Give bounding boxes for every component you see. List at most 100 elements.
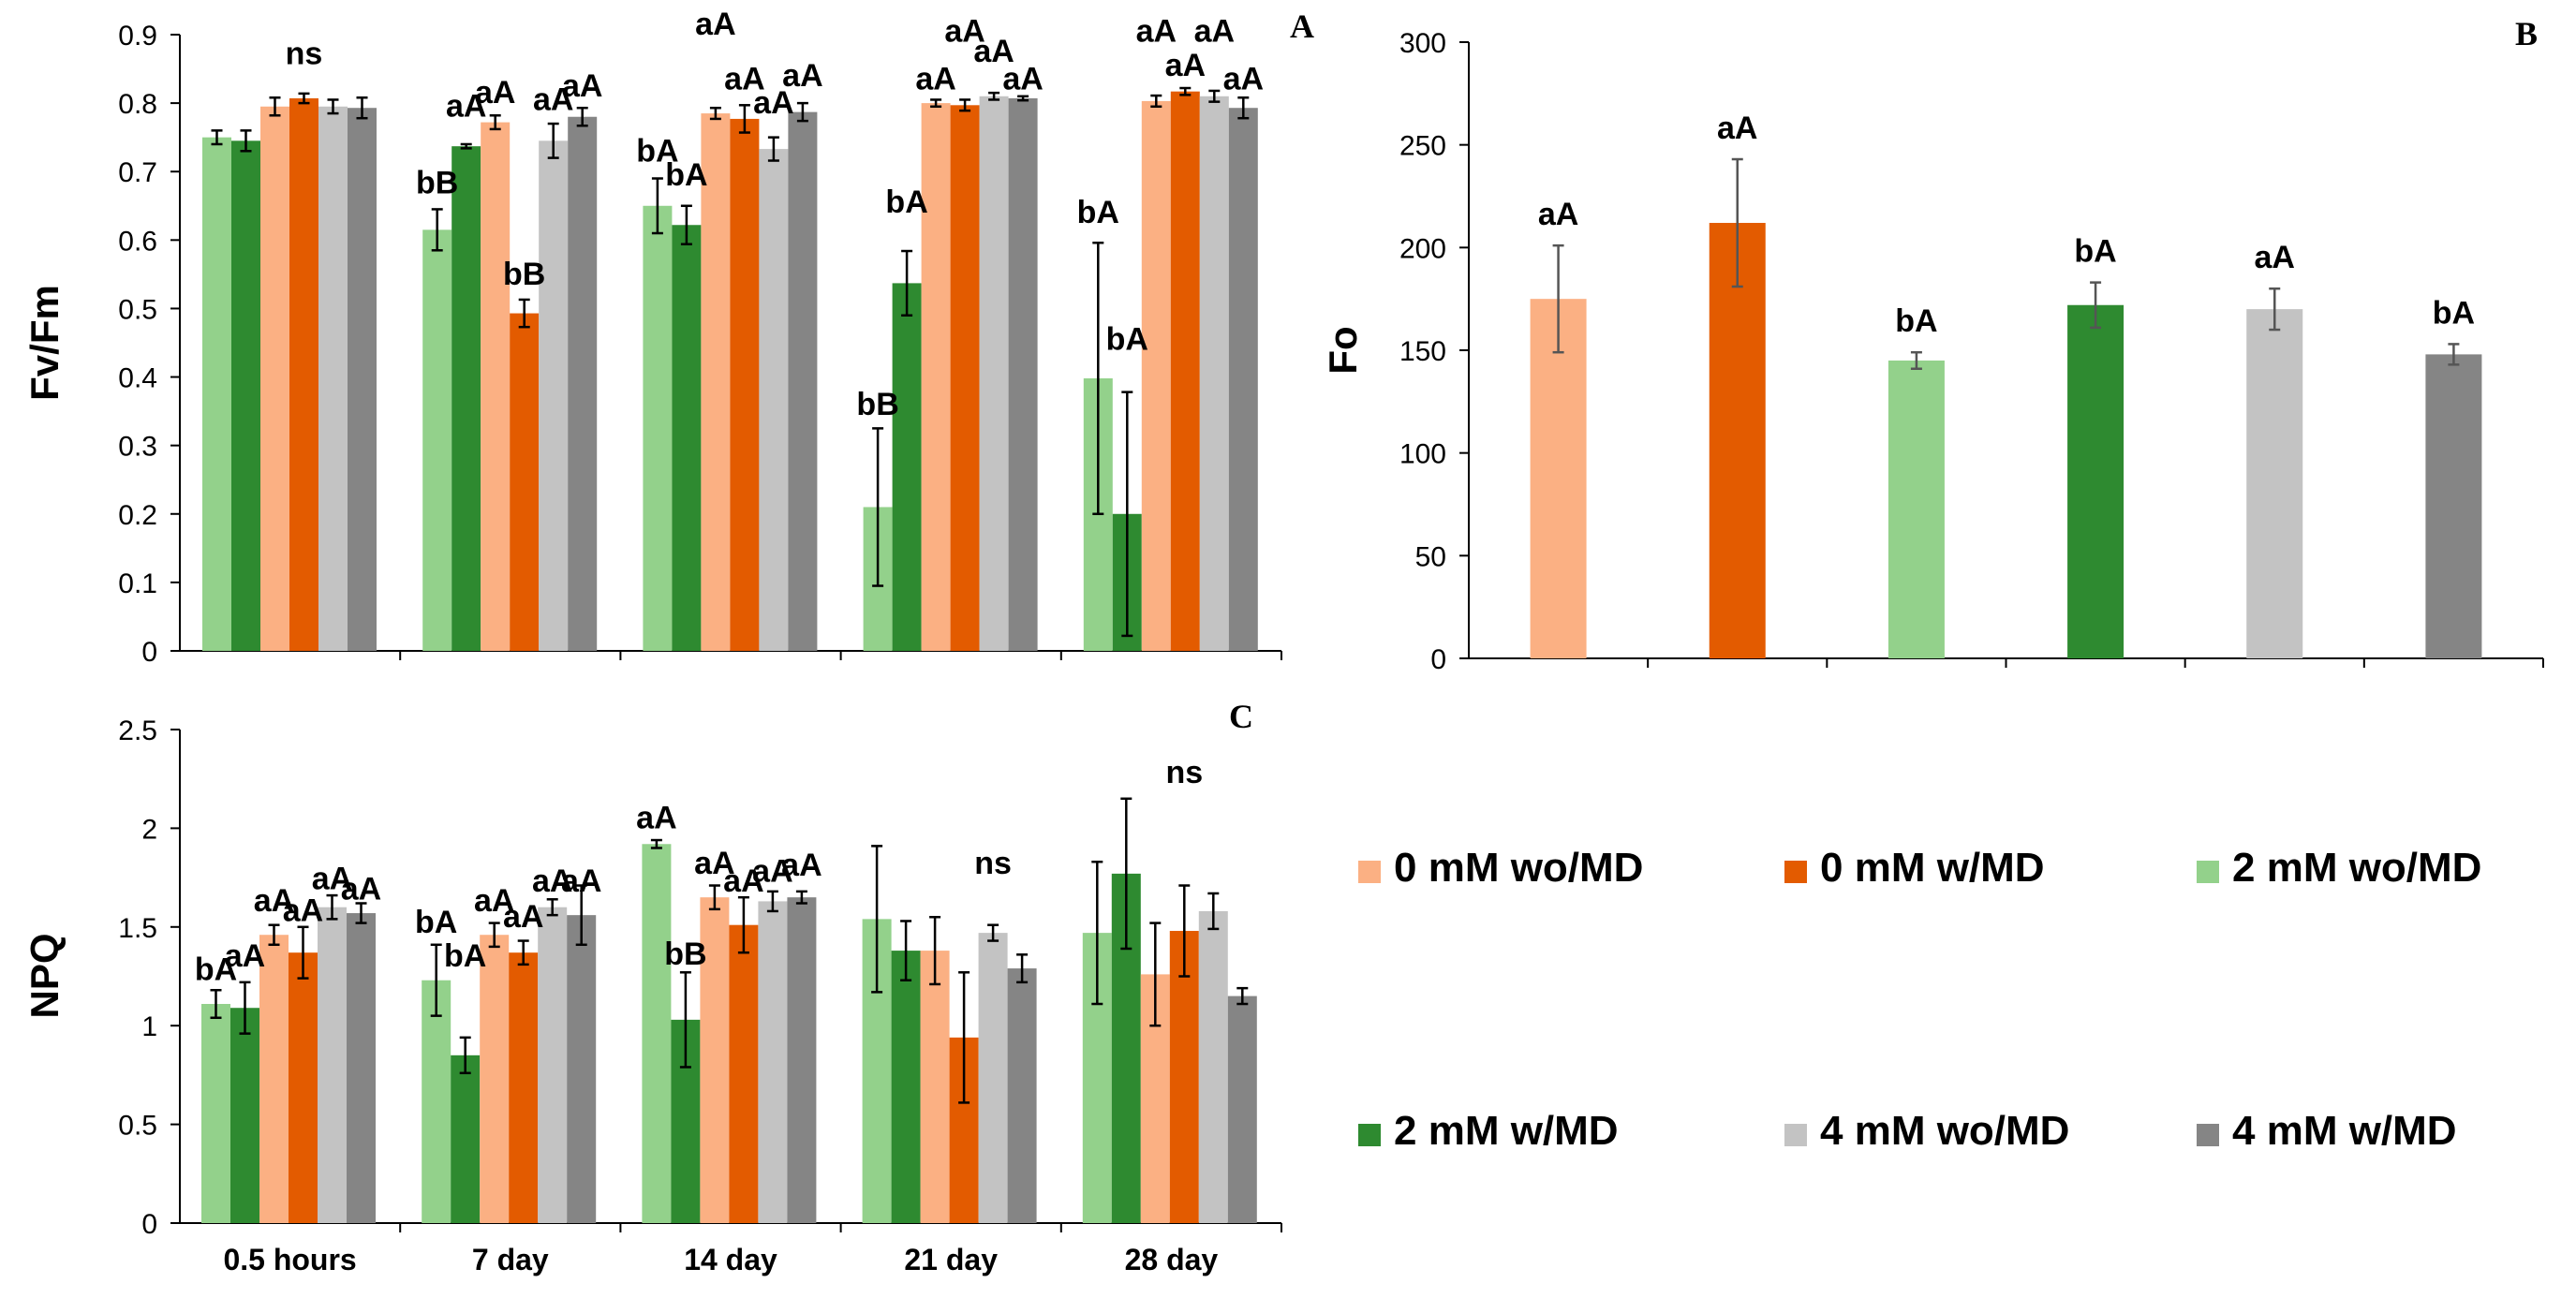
legend-swatch-2-mm-w-md bbox=[1358, 1124, 1381, 1146]
legend-swatch-0-mm-wo-md bbox=[1358, 861, 1381, 883]
bar-2-mm-w-md-0-5-hours bbox=[230, 1008, 259, 1223]
x-category-label: 21 day bbox=[904, 1243, 998, 1276]
bar-2-mm-wo-md-7-day bbox=[422, 229, 452, 651]
y-tick-label: 150 bbox=[1399, 336, 1446, 367]
bar-4-mm-wo-md-28-day bbox=[1199, 96, 1229, 652]
legend-swatch-2-mm-wo-md bbox=[2197, 861, 2219, 883]
bar-4-mm-w-md-14-day bbox=[787, 897, 817, 1223]
bar-0-mm-w-md-28-day bbox=[1169, 931, 1199, 1223]
y-tick-label: 0.9 bbox=[118, 21, 157, 52]
significance-label: aA bbox=[752, 853, 792, 889]
panel-label: A bbox=[1290, 7, 1314, 45]
y-axis-title: Fo bbox=[1321, 326, 1365, 374]
significance-label: aA bbox=[724, 61, 764, 96]
significance-label: aA bbox=[2255, 240, 2295, 275]
bar-0-mm-wo-md-14-day bbox=[701, 113, 731, 652]
significance-label: bA bbox=[636, 133, 678, 169]
significance-label: aA bbox=[1002, 61, 1043, 96]
significance-label: aA bbox=[636, 800, 676, 835]
bar-4-mm-w-md-0-5-hours bbox=[348, 108, 377, 652]
significance-label: aA bbox=[1165, 48, 1206, 83]
y-tick-label: 0 bbox=[141, 637, 157, 668]
significance-label: bB bbox=[664, 937, 706, 972]
significance-label: ns bbox=[286, 36, 323, 71]
significance-label: aA bbox=[695, 7, 735, 42]
bar-4-mm-w-md-0-5-hours bbox=[347, 913, 376, 1223]
y-tick-label: 300 bbox=[1399, 28, 1446, 59]
y-tick-label: 0.8 bbox=[118, 89, 157, 120]
bar-4-mm-wo-md bbox=[2246, 309, 2303, 658]
significance-label: aA bbox=[1538, 197, 1578, 232]
significance-label: ns bbox=[1165, 755, 1203, 790]
y-tick-label: 0.4 bbox=[118, 363, 157, 394]
significance-label: aA bbox=[944, 13, 985, 49]
bar-4-mm-wo-md-21-day bbox=[978, 933, 1008, 1223]
bar-0-mm-wo-md-0-5-hours bbox=[260, 106, 289, 652]
significance-label: bA bbox=[885, 184, 927, 220]
significance-label: aA bbox=[475, 75, 515, 111]
significance-label: aA bbox=[503, 899, 543, 935]
bar-4-mm-w-md bbox=[2425, 354, 2482, 658]
bar-4-mm-w-md-21-day bbox=[1007, 968, 1037, 1223]
significance-label: bA bbox=[1106, 321, 1148, 357]
significance-label: aA bbox=[781, 848, 822, 883]
y-tick-label: 50 bbox=[1415, 541, 1446, 572]
legend-label-2-mm-w-md: 2 mM w/MD bbox=[1394, 1108, 1619, 1154]
bar-4-mm-wo-md-7-day bbox=[538, 907, 568, 1223]
bar-4-mm-w-md-7-day bbox=[568, 116, 598, 651]
y-tick-label: 200 bbox=[1399, 233, 1446, 264]
significance-label: aA bbox=[753, 85, 793, 121]
x-category-label: 14 day bbox=[684, 1243, 777, 1276]
y-tick-label: 0.3 bbox=[118, 432, 157, 463]
bar-0-mm-wo-md-21-day bbox=[920, 951, 950, 1223]
bar-2-mm-wo-md-14-day bbox=[643, 205, 673, 651]
significance-label: aA bbox=[723, 863, 763, 899]
legend: 0 mM wo/MD 0 mM w/MD 2 mM wo/MD 2 mM w/MD 4 … bbox=[1358, 845, 2481, 1154]
significance-label: aA bbox=[782, 58, 822, 94]
significance-label: bB bbox=[503, 257, 545, 292]
bar-4-mm-wo-md-0-5-hours bbox=[318, 907, 347, 1223]
significance-label: aA bbox=[225, 938, 265, 974]
bar-2-mm-wo-md-0-5-hours bbox=[202, 137, 231, 651]
legend-label-2-mm-wo-md: 2 mM wo/MD bbox=[2232, 845, 2481, 891]
y-tick-label: 1.5 bbox=[118, 913, 157, 944]
bar-4-mm-wo-md-0-5-hours bbox=[318, 106, 348, 652]
bar-2-mm-wo-md bbox=[1888, 360, 1945, 658]
bar-0-mm-wo-md-7-day bbox=[481, 122, 511, 652]
bar-4-mm-wo-md-21-day bbox=[979, 96, 1009, 652]
bar-0-mm-w-md-7-day bbox=[509, 952, 539, 1223]
significance-label: aA bbox=[1194, 13, 1235, 49]
y-tick-label: 2.5 bbox=[118, 715, 157, 746]
legend-swatch-4-mm-w-md bbox=[2197, 1124, 2219, 1146]
bar-2-mm-w-md-7-day bbox=[451, 1055, 481, 1223]
bar-2-mm-w-md-0-5-hours bbox=[231, 140, 260, 652]
y-tick-label: 0 bbox=[141, 1209, 157, 1240]
y-tick-label: 0.5 bbox=[118, 294, 157, 325]
significance-label: aA bbox=[561, 863, 601, 899]
bar-4-mm-wo-md-7-day bbox=[539, 140, 569, 652]
x-category-label: 0.5 hours bbox=[223, 1243, 356, 1276]
significance-label: aA bbox=[283, 892, 323, 928]
significance-label: aA bbox=[533, 81, 573, 117]
panel-label: C bbox=[1229, 698, 1253, 735]
significance-label: bA bbox=[2433, 295, 2475, 331]
significance-label: aA bbox=[532, 863, 572, 899]
y-tick-label: 0 bbox=[1430, 644, 1446, 675]
bar-0-mm-wo-md-28-day bbox=[1141, 100, 1171, 651]
legend-swatch-4-mm-wo-md bbox=[1784, 1124, 1807, 1146]
y-tick-label: 0.2 bbox=[118, 500, 157, 531]
bar-2-mm-wo-md-0-5-hours bbox=[201, 1004, 230, 1223]
y-tick-label: 0.1 bbox=[118, 568, 157, 599]
panel-c-npq-chart: 00.511.522.5NPQCbAaAaAaAaAaAbAbAaAaAaAaA… bbox=[22, 698, 1282, 1276]
y-axis-title: Fv/Fm bbox=[22, 285, 67, 401]
x-category-label: 28 day bbox=[1125, 1243, 1219, 1276]
significance-label: aA bbox=[446, 89, 486, 125]
significance-label: bA bbox=[1077, 195, 1119, 230]
bar-0-mm-w-md-14-day bbox=[730, 118, 760, 652]
legend-label-4-mm-wo-md: 4 mM wo/MD bbox=[1820, 1108, 2069, 1154]
bar-0-mm-w-md-7-day bbox=[510, 313, 540, 651]
significance-label: bB bbox=[416, 166, 458, 201]
legend-label-0-mm-w-md: 0 mM w/MD bbox=[1820, 845, 2045, 891]
bar-0-mm-w-md-28-day bbox=[1170, 91, 1200, 651]
